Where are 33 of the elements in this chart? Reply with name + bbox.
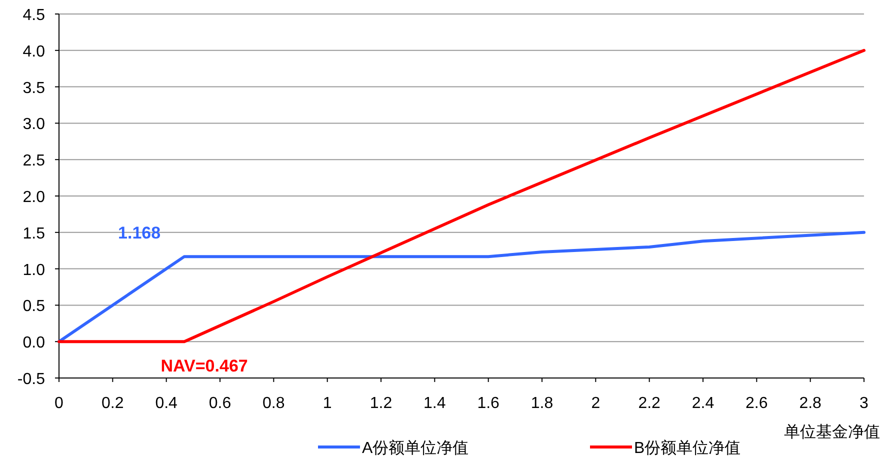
- x-tick-label: 2.2: [638, 395, 661, 412]
- x-axis-title: 单位基金净值: [784, 423, 880, 441]
- y-tick-label: 3.0: [22, 116, 46, 134]
- y-tick-label: 0.0: [22, 334, 46, 352]
- y-tick-label: 2.5: [22, 152, 46, 170]
- y-tick-label: 0.5: [22, 298, 46, 316]
- x-tick-label: 0.8: [262, 395, 285, 412]
- line-series: [58, 48, 866, 344]
- y-tick-label: 2.0: [22, 189, 46, 206]
- x-tick-label: 2.6: [746, 395, 768, 412]
- x-tick-label: 2: [591, 395, 600, 412]
- annotation: NAV=0.467: [160, 356, 248, 376]
- legend-label: B份额单位净值: [634, 439, 741, 457]
- x-tick-label: 0.6: [208, 395, 232, 412]
- annotation: 1.168: [118, 224, 161, 243]
- x-tick-label: 1.2: [370, 395, 392, 412]
- x-tick-label: 3: [860, 395, 869, 412]
- x-tick-label: 0.2: [102, 395, 124, 412]
- y-tick-label: 1.5: [22, 225, 46, 242]
- x-tick-label: 0: [54, 395, 64, 412]
- y-tick-label: 4.0: [22, 43, 46, 60]
- x-tick-label: 1: [322, 395, 332, 412]
- x-tick-label: 1.4: [424, 395, 446, 412]
- x-tick-label: 2.4: [692, 395, 714, 412]
- x-tick-label: 2.8: [799, 395, 822, 412]
- x-tick-label: 1.8: [530, 395, 554, 412]
- x-tick-label: 1.6: [477, 395, 500, 412]
- legend-label: A份额单位净值: [362, 439, 469, 457]
- y-tick-label: 1.0: [22, 262, 46, 279]
- x-tick-label: 0.4: [155, 395, 178, 412]
- y-tick-label: 4.5: [22, 7, 46, 24]
- y-tick-label: 3.5: [22, 80, 46, 97]
- y-tick-label: -0.5: [17, 371, 46, 388]
